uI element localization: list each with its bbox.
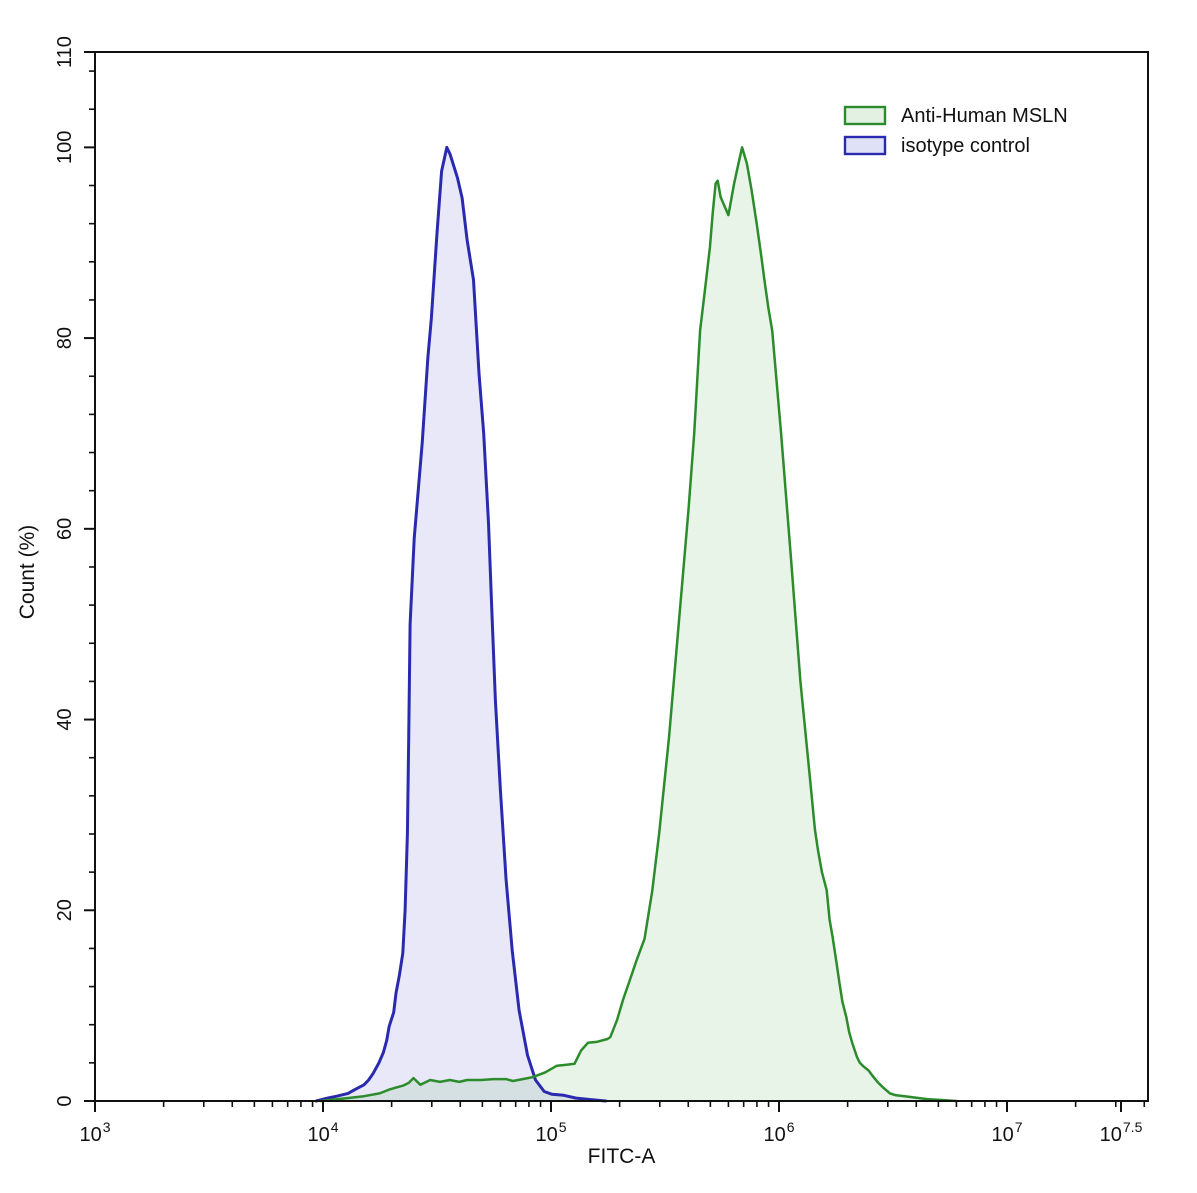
y-axis-tick-label: 100 [54, 131, 76, 164]
x-axis-tick-label: 104 [307, 1119, 338, 1146]
legend-label-isotype-control: isotype control [901, 135, 1030, 157]
x-axis-title: FITC-A [588, 1145, 656, 1168]
legend-label-anti-human-msln: Anti-Human MSLN [901, 105, 1068, 127]
y-axis-tick-label: 40 [54, 708, 76, 730]
plot-border [94, 51, 1149, 1102]
y-axis-tick-label: 80 [54, 327, 76, 349]
y-axis-title: Count (%) [16, 525, 39, 620]
y-axis-tick-label: 20 [54, 899, 76, 921]
y-axis-tick-label: 60 [54, 518, 76, 540]
x-axis-tick-label: 107 [991, 1119, 1022, 1146]
x-axis: 103 104 105 106 107 107.5 [79, 1101, 1146, 1146]
y-axis: 0 20 40 60 80 100 110 [54, 36, 95, 1107]
x-axis-tick-label: 105 [535, 1119, 566, 1146]
curve-isotype-control [314, 145, 608, 1103]
x-axis-tick-label: 107.5 [1100, 1119, 1143, 1146]
legend-swatch-isotype-control [843, 135, 887, 156]
y-axis-tick-label: 110 [54, 36, 76, 68]
x-axis-tick-label: 103 [79, 1119, 110, 1146]
area-fill-anti-human-msln [320, 147, 957, 1101]
legend-swatch-anti-human-msln [843, 105, 887, 126]
x-axis-tick-label: 106 [763, 1119, 794, 1146]
curve-anti-human-msln [319, 146, 958, 1103]
legend: Anti-Human MSLN isotype control [843, 105, 1068, 157]
area-fill-isotype-control [316, 147, 606, 1101]
y-axis-tick-label: 0 [54, 1095, 76, 1106]
